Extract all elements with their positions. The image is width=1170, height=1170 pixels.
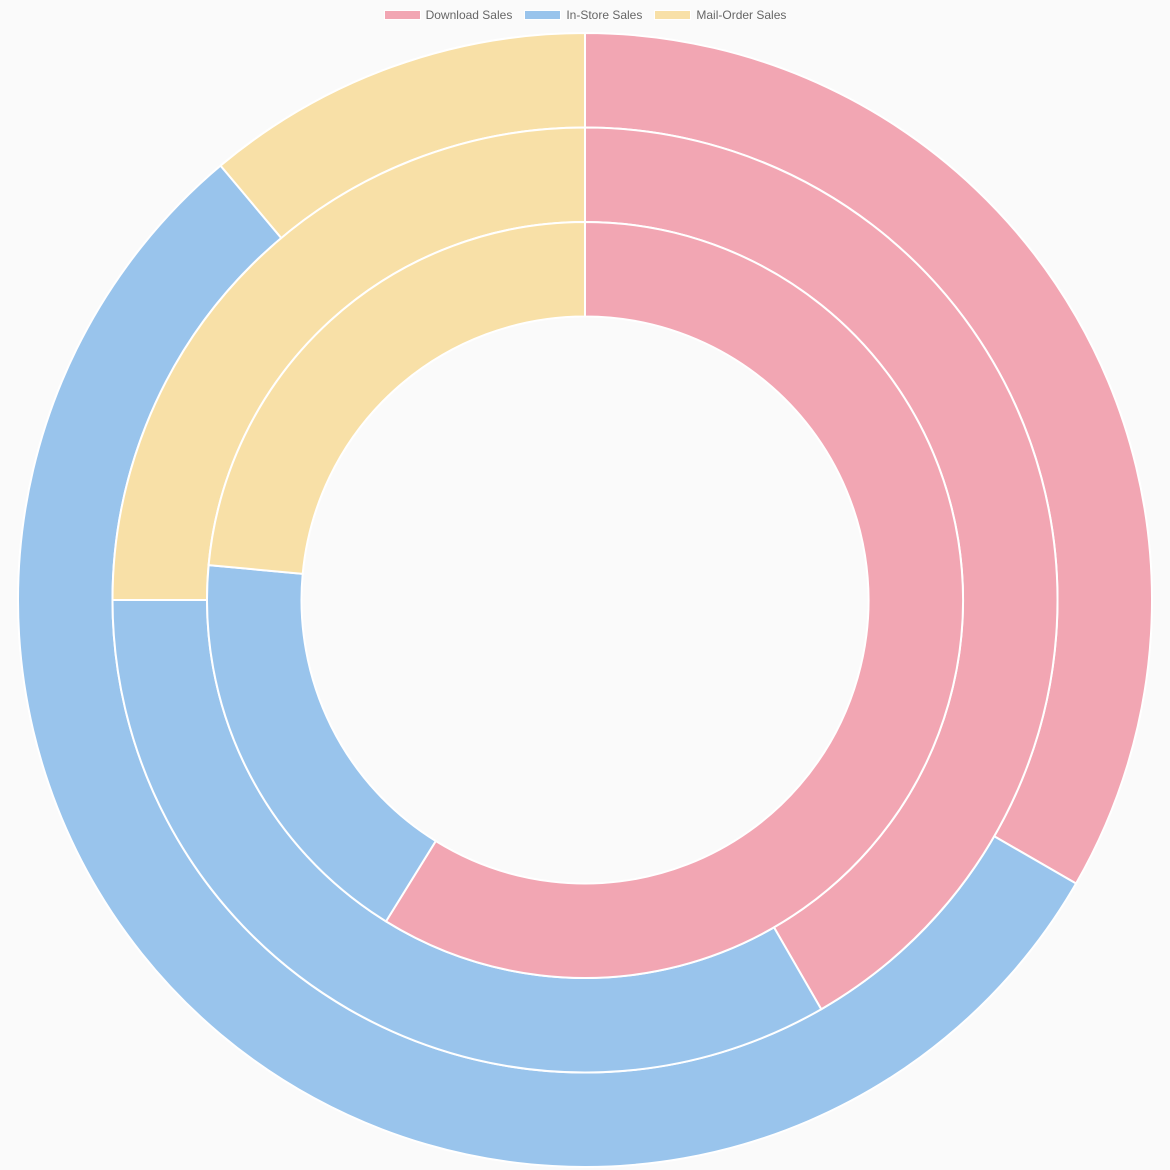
legend-swatch-download-sales <box>383 10 421 20</box>
legend-item-in-store-sales[interactable]: In-Store Sales <box>524 8 642 22</box>
legend-label-download-sales: Download Sales <box>425 8 513 22</box>
legend-swatch-mail-order-sales <box>654 10 692 20</box>
ring-3-slice-download-sales[interactable] <box>384 220 965 979</box>
legend-label-in-store-sales: In-Store Sales <box>566 8 643 22</box>
legend-swatch-in-store-sales <box>524 10 562 20</box>
chart-legend: Download Sales In-Store Sales Mail-Order… <box>0 8 1170 22</box>
legend-item-mail-order-sales[interactable]: Mail-Order Sales <box>654 8 786 22</box>
ring-3-slice-mail-order-sales[interactable] <box>207 220 586 575</box>
legend-label-mail-order-sales: Mail-Order Sales <box>696 8 787 22</box>
legend-item-download-sales[interactable]: Download Sales <box>383 8 513 22</box>
